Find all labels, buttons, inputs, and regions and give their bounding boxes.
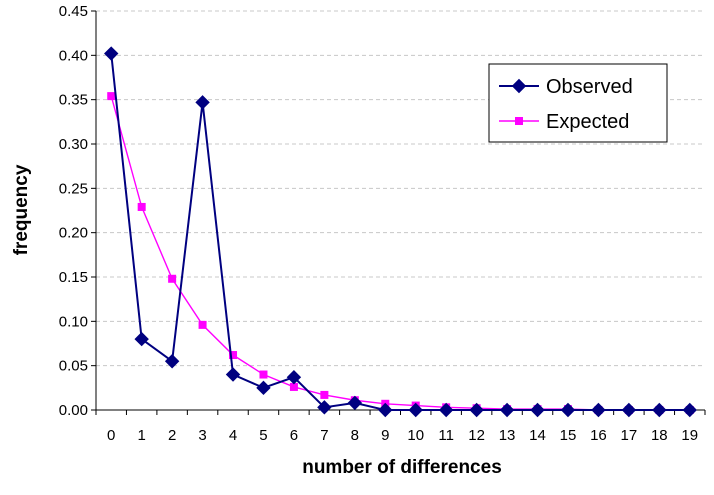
y-tick-label: 0.20	[59, 225, 88, 242]
x-axis-title: number of differences	[302, 457, 502, 478]
data-point-expected	[168, 274, 177, 283]
data-point-expected	[137, 202, 146, 211]
data-point-observed	[347, 395, 363, 411]
x-tick-label: 1	[138, 427, 146, 444]
series-observed	[104, 46, 697, 418]
data-point-observed	[286, 369, 302, 385]
legend-box	[488, 63, 668, 143]
data-point-expected	[198, 320, 207, 329]
y-tick-labels: 0.00 0.05 0.10 0.15 0.20 0.25 0.30 0.35 0.40 0.45	[59, 3, 96, 419]
data-point-expected	[289, 382, 298, 391]
data-point-observed	[469, 402, 484, 418]
data-point-observed	[317, 400, 332, 415]
data-point-expected	[107, 92, 116, 101]
y-tick-label: 0.45	[59, 3, 88, 20]
x-tick-label: 6	[290, 427, 298, 444]
x-tick-label: 10	[407, 427, 424, 444]
data-point-observed	[408, 402, 423, 418]
y-tick-label: 0.30	[59, 136, 88, 153]
y-tick-label: 0.15	[59, 269, 88, 286]
x-tick-label: 16	[590, 427, 607, 444]
x-tick-label: 18	[651, 427, 668, 444]
data-point-observed	[652, 402, 667, 418]
y-tick-label: 0.00	[59, 402, 88, 419]
legend: Observed Expected	[488, 63, 668, 143]
x-tick-label: 0	[107, 427, 115, 444]
data-point-observed	[134, 331, 149, 347]
x-tick-label: 17	[621, 427, 638, 444]
data-point-observed	[225, 367, 241, 382]
data-point-observed	[591, 402, 606, 418]
data-point-expected	[259, 370, 268, 379]
x-tick-label: 9	[381, 427, 389, 444]
data-point-observed	[530, 402, 545, 418]
y-tick-label: 0.05	[59, 358, 88, 375]
x-tick-label: 13	[499, 427, 516, 444]
y-tick-label: 0.40	[59, 47, 88, 64]
data-point-observed	[560, 402, 576, 418]
legend-marker-expected	[515, 117, 523, 125]
data-point-observed	[621, 402, 637, 418]
x-tick-label: 5	[259, 427, 267, 444]
data-point-observed	[256, 380, 271, 396]
legend-marker-observed	[511, 78, 527, 94]
data-point-observed	[438, 402, 454, 418]
y-axis-title: frequency	[11, 164, 32, 255]
x-tick-label: 8	[351, 427, 359, 444]
x-tick-label: 11	[438, 427, 454, 444]
y-tick-label: 0.25	[59, 180, 88, 197]
data-point-observed	[195, 95, 210, 110]
data-point-expected	[229, 351, 238, 360]
x-tick-label: 4	[229, 427, 237, 444]
y-tick-label: 0.35	[59, 92, 88, 109]
data-point-observed	[378, 402, 393, 418]
x-tick-label: 2	[168, 427, 176, 444]
x-tick-label: 3	[198, 427, 206, 444]
data-point-observed	[164, 354, 180, 369]
data-point-observed	[104, 46, 119, 61]
x-tick-label: 15	[560, 427, 577, 444]
x-tick-label: 19	[681, 427, 698, 444]
y-tick-label: 0.10	[59, 313, 88, 330]
data-point-expected	[320, 390, 329, 399]
x-tick-label: 7	[320, 427, 328, 444]
data-point-observed	[499, 402, 515, 418]
legend-label-expected: Expected	[546, 111, 629, 133]
x-tick-labels: 0 1 2 3 4 5 6 7 8 9 10 11 12 13 14 15 16 17 18 19	[95, 410, 706, 444]
series-group	[104, 46, 697, 418]
x-tick-label: 14	[529, 427, 546, 444]
x-tick-label: 12	[468, 427, 485, 444]
data-point-observed	[682, 402, 697, 418]
legend-label-observed: Observed	[546, 76, 633, 98]
